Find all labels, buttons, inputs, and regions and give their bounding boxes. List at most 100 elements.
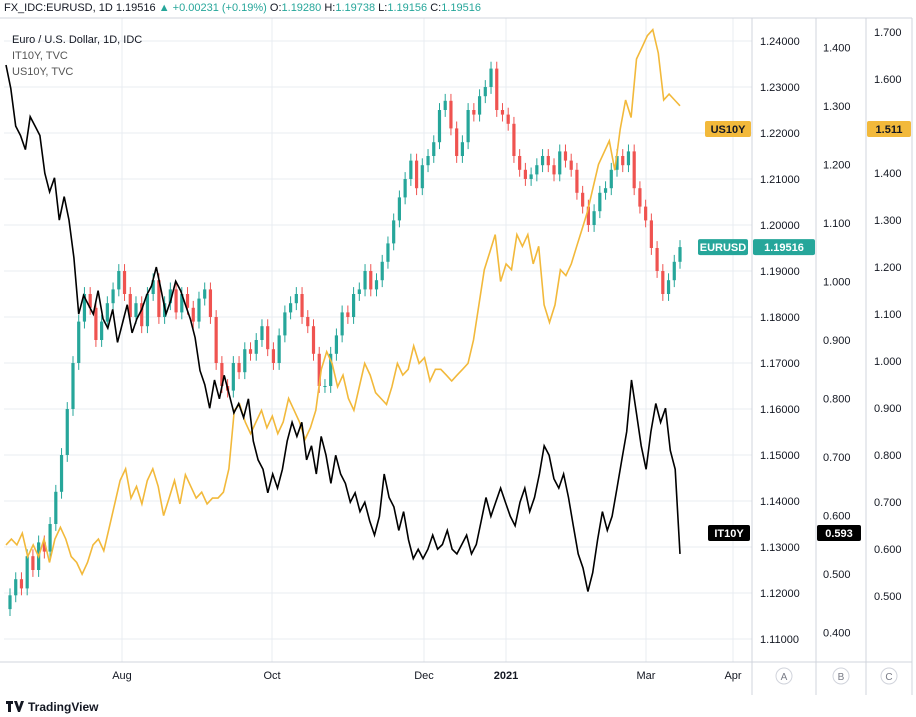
candle[interactable] xyxy=(243,349,247,373)
candle[interactable] xyxy=(157,280,161,317)
candle[interactable] xyxy=(603,188,608,193)
candle[interactable] xyxy=(426,156,430,166)
candle[interactable] xyxy=(672,261,676,281)
candle[interactable] xyxy=(151,280,155,294)
scale-button-a[interactable] xyxy=(775,667,793,685)
candle[interactable] xyxy=(260,326,264,340)
candle[interactable] xyxy=(638,188,642,207)
candle[interactable] xyxy=(323,386,327,387)
candle[interactable] xyxy=(546,156,550,166)
candle[interactable] xyxy=(392,220,396,244)
candle[interactable] xyxy=(25,556,29,589)
candle[interactable] xyxy=(283,312,287,336)
candle[interactable] xyxy=(334,335,339,354)
candle[interactable] xyxy=(357,289,361,294)
candle[interactable] xyxy=(575,169,579,193)
candle[interactable] xyxy=(14,579,18,596)
candle[interactable] xyxy=(449,100,453,129)
candle[interactable] xyxy=(437,110,442,143)
candle[interactable] xyxy=(420,165,424,189)
candle[interactable] xyxy=(306,317,310,327)
candle[interactable] xyxy=(65,409,69,455)
candle[interactable] xyxy=(254,340,258,354)
candle[interactable] xyxy=(518,156,522,170)
candle[interactable] xyxy=(311,326,316,354)
candle[interactable] xyxy=(288,303,293,313)
candle[interactable] xyxy=(506,114,510,124)
candle[interactable] xyxy=(489,68,493,87)
candle[interactable] xyxy=(59,455,64,492)
candle[interactable] xyxy=(42,542,46,552)
candle[interactable] xyxy=(77,321,81,363)
legend-it10y[interactable]: IT10Y, TVC xyxy=(12,50,68,62)
candle[interactable] xyxy=(266,326,270,350)
candle[interactable] xyxy=(180,294,184,313)
candle[interactable] xyxy=(94,307,98,340)
candle[interactable] xyxy=(174,289,178,313)
candle[interactable] xyxy=(455,128,459,156)
candle[interactable] xyxy=(598,192,602,212)
candle[interactable] xyxy=(82,294,87,322)
candle[interactable] xyxy=(31,556,35,570)
candle[interactable] xyxy=(105,303,109,322)
candle[interactable] xyxy=(397,197,402,221)
candle[interactable] xyxy=(661,271,665,294)
candle[interactable] xyxy=(552,165,556,175)
candle[interactable] xyxy=(581,192,585,207)
candle[interactable] xyxy=(168,289,172,304)
candle[interactable] xyxy=(48,524,52,552)
candle[interactable] xyxy=(592,211,596,225)
candle[interactable] xyxy=(294,294,298,304)
candle[interactable] xyxy=(346,312,350,317)
candle[interactable] xyxy=(649,220,653,248)
candle[interactable] xyxy=(472,110,476,115)
symbol-title[interactable]: FX_IDC:EURUSD, 1D xyxy=(4,2,113,14)
candle[interactable] xyxy=(666,280,671,294)
candle[interactable] xyxy=(208,289,213,317)
candle[interactable] xyxy=(271,349,276,363)
candle[interactable] xyxy=(369,271,373,290)
candle[interactable] xyxy=(117,271,121,290)
candle[interactable] xyxy=(512,123,516,156)
candle[interactable] xyxy=(432,142,436,156)
candle[interactable] xyxy=(678,247,682,262)
it10y-line[interactable] xyxy=(5,64,681,592)
candle[interactable] xyxy=(626,151,631,166)
candle[interactable] xyxy=(214,317,218,363)
candle[interactable] xyxy=(443,100,447,110)
candle[interactable] xyxy=(414,160,419,189)
candle[interactable] xyxy=(563,151,568,161)
candle[interactable] xyxy=(248,349,253,354)
candle[interactable] xyxy=(380,261,384,281)
scale-button-c[interactable] xyxy=(880,667,898,685)
candle[interactable] xyxy=(540,156,545,166)
candle[interactable] xyxy=(569,160,573,170)
candle[interactable] xyxy=(220,363,224,386)
candle[interactable] xyxy=(300,294,304,317)
candle[interactable] xyxy=(644,206,648,221)
candle[interactable] xyxy=(140,303,144,327)
candle[interactable] xyxy=(317,353,321,386)
candle[interactable] xyxy=(495,68,499,110)
candle[interactable] xyxy=(329,353,333,386)
candle[interactable] xyxy=(621,156,625,166)
candle[interactable] xyxy=(231,363,235,391)
candle[interactable] xyxy=(197,298,201,322)
candle[interactable] xyxy=(483,87,487,97)
candle[interactable] xyxy=(609,169,613,189)
tradingview-logo[interactable]: TradingView xyxy=(6,700,98,714)
candle[interactable] xyxy=(191,307,195,322)
candle[interactable] xyxy=(54,491,58,524)
candle[interactable] xyxy=(558,151,562,175)
candle[interactable] xyxy=(277,335,281,363)
candle[interactable] xyxy=(523,169,527,179)
candle[interactable] xyxy=(203,289,207,299)
us10y-line[interactable] xyxy=(5,28,681,577)
candle[interactable] xyxy=(122,271,127,294)
candle[interactable] xyxy=(655,248,659,271)
scale-button-b[interactable] xyxy=(832,667,850,685)
candle[interactable] xyxy=(134,303,138,317)
candle[interactable] xyxy=(351,294,356,317)
candle[interactable] xyxy=(185,294,190,308)
